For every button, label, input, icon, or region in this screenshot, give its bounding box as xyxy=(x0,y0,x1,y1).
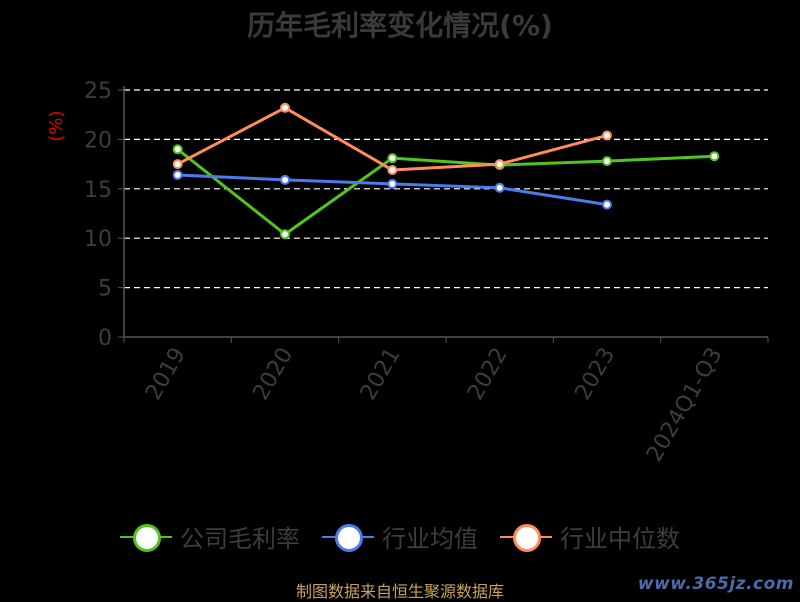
data-point xyxy=(172,144,183,155)
data-point xyxy=(172,169,183,180)
chart-legend: 公司毛利率 行业均值 行业中位数 xyxy=(0,519,800,554)
watermark-logo: www.365jz.com xyxy=(637,574,794,594)
data-point xyxy=(602,199,612,210)
data-point xyxy=(280,229,290,240)
data-point xyxy=(709,151,720,162)
data-point xyxy=(280,102,290,113)
data-point xyxy=(494,159,505,170)
legend-label: 公司毛利率 xyxy=(180,525,300,553)
legend-marker-icon xyxy=(322,521,374,553)
legend-marker-icon xyxy=(500,521,552,553)
y-tick-label: 5 xyxy=(98,277,112,302)
data-point xyxy=(172,159,183,170)
data-point xyxy=(387,165,398,176)
chart-title: 历年毛利率变化情况(%) xyxy=(247,9,553,42)
y-tick-label: 15 xyxy=(84,178,112,203)
y-tick-label: 20 xyxy=(84,128,112,153)
legend-item-industry-median[interactable]: 行业中位数 xyxy=(500,519,680,554)
data-point xyxy=(387,153,398,164)
x-tick-label: 2021 xyxy=(356,344,406,405)
legend-dot xyxy=(133,523,161,552)
x-tick-label: 2024Q1-Q3 xyxy=(642,344,727,467)
x-tick-label: 2022 xyxy=(463,343,513,404)
source-footer: 制图数据来自恒生聚源数据库 xyxy=(295,582,504,601)
x-tick-label: 2023 xyxy=(571,344,621,405)
legend-dot xyxy=(335,523,363,552)
x-tick-label: 2019 xyxy=(141,344,191,405)
legend-item-company[interactable]: 公司毛利率 xyxy=(120,519,300,554)
y-tick-label: 25 xyxy=(84,79,112,104)
legend-label: 行业中位数 xyxy=(560,525,680,553)
data-point xyxy=(494,182,505,193)
series-line xyxy=(176,148,715,236)
data-point xyxy=(387,178,398,189)
data-point xyxy=(602,156,612,167)
data-point xyxy=(280,174,290,185)
legend-dot xyxy=(513,523,541,552)
legend-label: 行业均值 xyxy=(382,525,478,553)
legend-marker-icon xyxy=(120,521,172,553)
legend-item-industry-mean[interactable]: 行业均值 xyxy=(322,519,478,554)
data-point xyxy=(602,130,612,141)
y-axis-label: (%) xyxy=(46,110,67,141)
y-tick-label: 0 xyxy=(98,326,112,351)
x-tick-label: 2020 xyxy=(249,344,299,405)
y-tick-label: 10 xyxy=(84,227,112,252)
